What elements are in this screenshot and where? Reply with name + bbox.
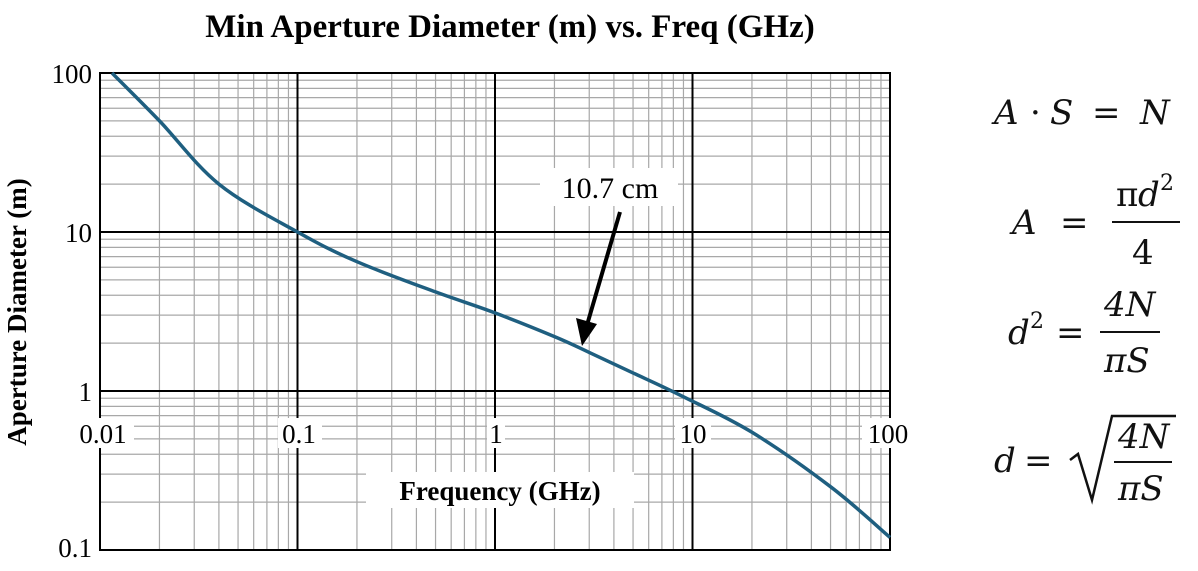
eq2-den: 4 xyxy=(1132,233,1154,273)
series-line xyxy=(110,71,892,539)
chart-title: Min Aperture Diameter (m) vs. Freq (GHz) xyxy=(205,9,814,45)
x-tick-bg-0.01 xyxy=(72,418,134,448)
equation-aperture-area: A = π d 2 4 xyxy=(1009,171,1180,273)
eq1-s: S xyxy=(1050,93,1073,133)
x-axis-label-bg xyxy=(366,472,634,508)
eq1-a: A xyxy=(991,93,1019,133)
eq3-d: d xyxy=(1008,313,1030,353)
eq3-den: πS xyxy=(1103,341,1150,381)
sqrt-radical-icon xyxy=(1069,414,1176,505)
x-tick-labels: 0.01 0.1 1 10 100 xyxy=(72,418,914,449)
eq2-d: d xyxy=(1138,175,1160,215)
x-tick-label-100: 100 xyxy=(868,419,909,449)
equation-diameter: d = 4N πS xyxy=(994,414,1176,509)
eq4-lhs: d xyxy=(994,441,1016,481)
annotation-arrow-shaft xyxy=(585,211,622,326)
annotation-bg xyxy=(540,168,678,206)
x-tick-bg-1 xyxy=(487,418,505,448)
eq1-n: N xyxy=(1139,93,1171,133)
eq2-eq: = xyxy=(1060,203,1089,243)
eq4-num: 4N xyxy=(1117,417,1171,457)
y-tick-label-1: 1 xyxy=(79,377,93,407)
x-tick-label-0.1: 0.1 xyxy=(282,419,316,449)
eq4-eq: = xyxy=(1024,441,1053,481)
x-tick-bg-100 xyxy=(862,418,914,448)
eq3-num: 4N xyxy=(1103,285,1157,325)
y-tick-label-100: 100 xyxy=(52,59,93,89)
equation-area-sensitivity: A · S = N xyxy=(991,93,1171,133)
annotation-arrowhead xyxy=(576,318,597,346)
eq2-pi: π xyxy=(1116,175,1138,215)
x-tick-bg-10 xyxy=(675,418,711,448)
y-axis-label: Aperture Diameter (m) xyxy=(2,178,32,445)
x-tick-label-1: 1 xyxy=(489,419,503,449)
plot-frame xyxy=(99,72,891,551)
x-tick-label-10: 10 xyxy=(680,419,707,449)
x-tick-bg-0.1 xyxy=(278,418,322,448)
eq2-exp: 2 xyxy=(1160,171,1174,196)
y-tick-label-10: 10 xyxy=(65,218,92,248)
eq4-den: πS xyxy=(1117,469,1164,509)
eq2-lhs: A xyxy=(1009,203,1037,243)
eq3-eq: = xyxy=(1056,313,1085,353)
equation-diameter-squared: d 2 = 4N πS xyxy=(1008,285,1160,381)
equations-panel: A · S = N A = π d 2 4 d 2 = 4N πS d = xyxy=(991,93,1180,509)
x-axis-label: Frequency (GHz) xyxy=(399,476,600,506)
annotation-label: 10.7 cm xyxy=(562,172,659,205)
x-tick-label-0.01: 0.01 xyxy=(79,419,126,449)
eq1-eq: = xyxy=(1092,93,1121,133)
eq3-exp: 2 xyxy=(1030,309,1044,334)
eq1-dot: · xyxy=(1030,93,1041,133)
y-tick-label-0.1: 0.1 xyxy=(58,533,92,563)
